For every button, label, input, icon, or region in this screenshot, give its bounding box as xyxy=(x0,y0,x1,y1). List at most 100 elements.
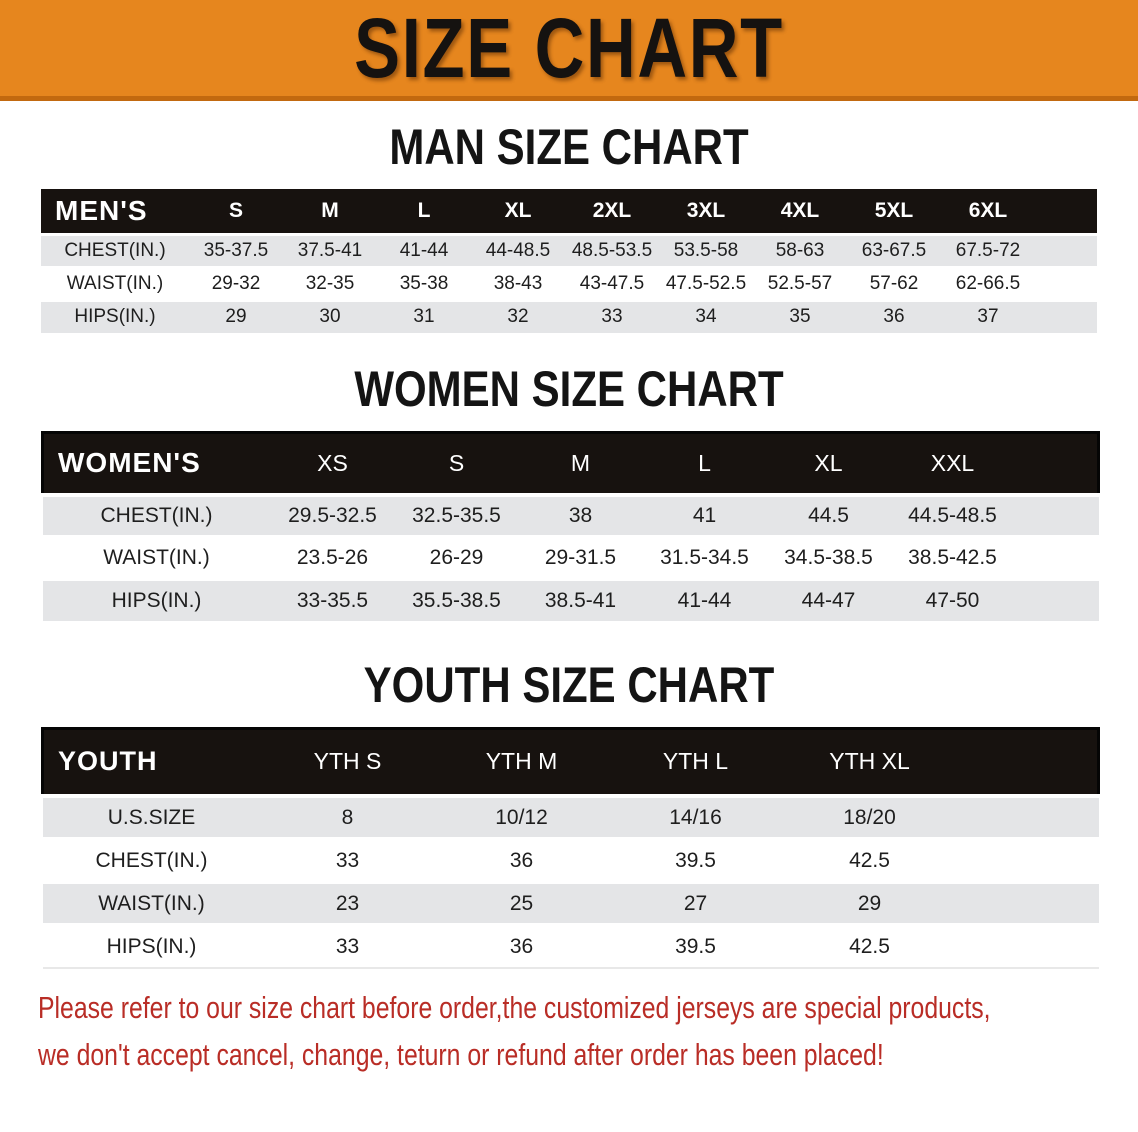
size-value: 29-31.5 xyxy=(518,534,643,579)
size-value: 27 xyxy=(608,880,783,925)
size-value: 36 xyxy=(434,837,609,882)
measurement-row: CHEST(IN.) 35-37.5 37.5-41 41-44 44-48.5 48.5… xyxy=(41,232,1097,267)
measurement-row: HIPS(IN.) 29 30 31 32 33 34 35 36 37 xyxy=(41,298,1097,333)
size-value: 35-38 xyxy=(377,265,471,300)
table-header-row: MEN'S S M L XL 2XL 3XL 4XL 5XL 6XL xyxy=(41,189,1097,234)
size-value: 47.5-52.5 xyxy=(659,265,753,300)
size-value: 67.5-72 xyxy=(941,232,1035,267)
size-value: 35 xyxy=(753,298,847,333)
size-value: 29 xyxy=(782,880,957,925)
table-header-row: YOUTH YTH S YTH M YTH L YTH XL xyxy=(41,726,1100,798)
row-filler xyxy=(1035,232,1097,267)
order-notice: Please refer to our size chart before or… xyxy=(38,985,1138,1078)
size-value: 8 xyxy=(260,794,435,839)
size-column-header: L xyxy=(377,189,471,234)
row-filler xyxy=(1035,265,1097,300)
notice-line-2: we don't accept cancel, change, teturn o… xyxy=(38,1036,884,1072)
size-column-header: YTH S xyxy=(260,726,435,798)
size-value: 35-37.5 xyxy=(189,232,283,267)
size-value: 48.5-53.5 xyxy=(565,232,659,267)
size-column-header: L xyxy=(642,431,767,496)
size-value: 62-66.5 xyxy=(941,265,1035,300)
size-value: 14/16 xyxy=(608,794,783,839)
men-size-table: MEN'S S M L XL 2XL 3XL 4XL 5XL 6XL CHEST(IN.) 35-37… xyxy=(41,189,1097,333)
size-value: 33-35.5 xyxy=(270,576,395,621)
size-value: 37.5-41 xyxy=(283,232,377,267)
size-value: 26-29 xyxy=(394,534,519,579)
row-filler xyxy=(1014,534,1099,579)
size-value: 57-62 xyxy=(847,265,941,300)
section-youth: YOUTH SIZE CHART YOUTH YTH S YTH M YTH L YTH… xyxy=(0,656,1138,969)
size-value: 38.5-42.5 xyxy=(890,534,1015,579)
size-value: 44.5 xyxy=(766,492,891,537)
size-value: 23 xyxy=(260,880,435,925)
header-filler xyxy=(1014,431,1100,496)
size-value: 44-47 xyxy=(766,576,891,621)
size-value: 10/12 xyxy=(434,794,609,839)
size-column-header: S xyxy=(189,189,283,234)
size-value: 34 xyxy=(659,298,753,333)
row-label: CHEST(IN.) xyxy=(42,492,271,537)
size-value: 37 xyxy=(941,298,1035,333)
youth-size-table: YOUTH YTH S YTH M YTH L YTH XL U.S.SIZE 8 10/12… xyxy=(41,726,1100,969)
size-value: 33 xyxy=(260,923,435,969)
size-value: 42.5 xyxy=(782,923,957,969)
section-women: WOMEN SIZE CHART WOMEN'S XS S M L XL XXL CHEST(… xyxy=(0,363,1138,621)
header-filler xyxy=(956,726,1100,798)
size-column-header: XS xyxy=(270,431,395,496)
size-column-header: 4XL xyxy=(753,189,847,234)
size-value: 38.5-41 xyxy=(518,576,643,621)
banner-title: SIZE CHART xyxy=(354,1,784,95)
size-column-header: XL xyxy=(471,189,565,234)
header-filler xyxy=(1035,189,1097,234)
size-column-header: YTH M xyxy=(434,726,609,798)
row-filler xyxy=(956,880,1099,925)
measurement-row: CHEST(IN.) 33 36 39.5 42.5 xyxy=(42,837,1099,882)
measurement-row: WAIST(IN.) 23.5-26 26-29 29-31.5 31.5-34.5 34… xyxy=(42,534,1099,579)
corner-label: WOMEN'S xyxy=(41,431,271,496)
size-value: 58-63 xyxy=(753,232,847,267)
size-value: 41-44 xyxy=(642,576,767,621)
row-filler xyxy=(956,837,1099,882)
size-value: 18/20 xyxy=(782,794,957,839)
size-column-header: M xyxy=(283,189,377,234)
row-label: WAIST(IN.) xyxy=(41,265,189,300)
size-chart-banner: SIZE CHART xyxy=(0,0,1138,101)
size-value: 30 xyxy=(283,298,377,333)
size-value: 44.5-48.5 xyxy=(890,492,1015,537)
men-section-heading: MAN SIZE CHART xyxy=(389,119,749,175)
table-header-row: WOMEN'S XS S M L XL XXL xyxy=(41,431,1100,496)
size-value: 32.5-35.5 xyxy=(394,492,519,537)
size-value: 36 xyxy=(847,298,941,333)
size-value: 33 xyxy=(565,298,659,333)
size-value: 31 xyxy=(377,298,471,333)
row-label: WAIST(IN.) xyxy=(42,534,271,579)
corner-label: MEN'S xyxy=(41,189,189,234)
size-value: 32 xyxy=(471,298,565,333)
size-charts: MAN SIZE CHART MEN'S S M L XL 2XL 3XL 4XL 5XL 6XL… xyxy=(0,121,1138,969)
row-filler xyxy=(956,794,1099,839)
row-filler xyxy=(1014,576,1099,621)
size-value: 29-32 xyxy=(189,265,283,300)
size-value: 38-43 xyxy=(471,265,565,300)
women-size-table: WOMEN'S XS S M L XL XXL CHEST(IN.) 29.5-32.5 32.5… xyxy=(41,431,1100,621)
youth-section-heading: YOUTH SIZE CHART xyxy=(363,656,775,713)
size-value: 41 xyxy=(642,492,767,537)
size-column-header: 2XL xyxy=(565,189,659,234)
row-label: CHEST(IN.) xyxy=(42,837,261,882)
row-filler xyxy=(1035,298,1097,333)
size-value: 33 xyxy=(260,837,435,882)
size-column-header: M xyxy=(518,431,643,496)
size-value: 25 xyxy=(434,880,609,925)
row-label: HIPS(IN.) xyxy=(42,576,271,621)
row-label: HIPS(IN.) xyxy=(42,923,261,969)
section-men: MAN SIZE CHART MEN'S S M L XL 2XL 3XL 4XL 5XL 6XL… xyxy=(0,121,1138,333)
measurement-row: WAIST(IN.) 29-32 32-35 35-38 38-43 43-47.5 47.… xyxy=(41,265,1097,300)
row-label: WAIST(IN.) xyxy=(42,880,261,925)
measurement-row: HIPS(IN.) 33 36 39.5 42.5 xyxy=(42,923,1099,969)
size-column-header: 6XL xyxy=(941,189,1035,234)
size-column-header: 3XL xyxy=(659,189,753,234)
row-label: HIPS(IN.) xyxy=(41,298,189,333)
size-value: 41-44 xyxy=(377,232,471,267)
size-column-header: 5XL xyxy=(847,189,941,234)
